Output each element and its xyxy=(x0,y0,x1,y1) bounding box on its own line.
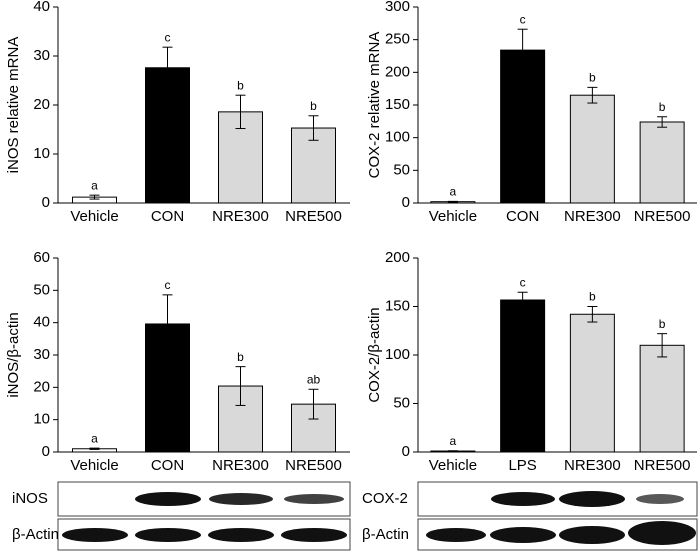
y-tick-label: 50 xyxy=(33,281,50,298)
y-tick-label: 20 xyxy=(33,378,50,395)
significance-label: c xyxy=(520,275,526,289)
blot-band xyxy=(426,528,486,542)
significance-label: a xyxy=(91,178,98,192)
y-axis-title: COX-2 relative mRNA xyxy=(366,32,383,179)
significance-label: b xyxy=(589,71,596,85)
blot-band xyxy=(490,527,556,543)
blot-band xyxy=(62,528,128,542)
significance-label: b xyxy=(310,99,317,113)
significance-label: b xyxy=(659,317,666,331)
y-axis-title: COX-2/β-actin xyxy=(366,307,383,402)
y-tick-label: 100 xyxy=(385,129,410,146)
y-tick-label: 40 xyxy=(33,0,50,15)
y-tick-label: 50 xyxy=(393,161,410,178)
significance-label: ab xyxy=(307,372,321,386)
blot-band xyxy=(135,528,201,542)
blot-band xyxy=(559,526,625,544)
x-tick-label: Vehicle xyxy=(70,208,118,225)
y-tick-label: 150 xyxy=(385,297,410,314)
significance-label: a xyxy=(450,434,457,448)
blot-band xyxy=(559,491,625,507)
y-tick-label: 0 xyxy=(402,443,410,460)
x-tick-label: NRE500 xyxy=(285,457,342,474)
y-tick-label: 50 xyxy=(393,394,410,411)
y-tick-label: 300 xyxy=(385,0,410,15)
significance-label: c xyxy=(165,30,171,44)
x-tick-label: NRE500 xyxy=(634,208,691,225)
x-tick-label: NRE300 xyxy=(212,208,269,225)
blot-label: β-Actin xyxy=(362,526,409,543)
x-tick-label: Vehicle xyxy=(429,457,477,474)
blot-band xyxy=(284,494,344,504)
x-tick-label: NRE300 xyxy=(564,208,621,225)
bar xyxy=(639,344,685,453)
significance-label: a xyxy=(450,185,457,199)
y-tick-label: 30 xyxy=(33,346,50,363)
y-tick-label: 150 xyxy=(385,96,410,113)
blot-band xyxy=(209,493,273,505)
blot-band xyxy=(135,492,201,506)
significance-label: b xyxy=(237,78,244,92)
x-tick-label: NRE500 xyxy=(285,208,342,225)
y-tick-label: 20 xyxy=(33,96,50,113)
blot-band xyxy=(208,528,274,542)
blot-panels: iNOS β-Actin COX-2 β-Actin xyxy=(12,481,698,551)
x-tick-label: NRE500 xyxy=(634,457,691,474)
bar xyxy=(569,313,615,453)
y-tick-label: 0 xyxy=(42,443,50,460)
y-tick-label: 40 xyxy=(33,314,50,331)
blot-label: β-Actin xyxy=(12,526,59,543)
x-tick-label: Vehicle xyxy=(70,457,118,474)
bar xyxy=(500,49,546,204)
y-tick-label: 10 xyxy=(33,145,50,162)
y-tick-label: 250 xyxy=(385,31,410,48)
x-tick-label: CON xyxy=(151,208,184,225)
blot-label: iNOS xyxy=(12,490,48,507)
blot-label: COX-2 xyxy=(362,490,408,507)
significance-label: b xyxy=(237,350,244,364)
y-tick-label: 10 xyxy=(33,411,50,428)
y-axis-title: iNOS/β-actin xyxy=(5,312,22,397)
x-tick-label: NRE300 xyxy=(564,457,621,474)
y-tick-label: 100 xyxy=(385,346,410,363)
y-axis-title: iNOS relative mRNA xyxy=(5,37,22,174)
significance-label: b xyxy=(589,290,596,304)
x-tick-label: NRE300 xyxy=(212,457,269,474)
y-tick-label: 60 xyxy=(33,249,50,266)
significance-label: a xyxy=(91,431,98,445)
y-tick-label: 200 xyxy=(385,249,410,266)
y-tick-label: 200 xyxy=(385,63,410,80)
x-tick-label: CON xyxy=(151,457,184,474)
blot-band xyxy=(491,492,555,506)
x-tick-label: LPS xyxy=(508,457,536,474)
y-tick-label: 0 xyxy=(402,194,410,211)
x-tick-label: CON xyxy=(506,208,539,225)
blot-band xyxy=(281,528,347,542)
significance-label: b xyxy=(659,100,666,114)
y-tick-label: 30 xyxy=(33,47,50,64)
blot-band xyxy=(628,521,696,545)
significance-label: c xyxy=(165,278,171,292)
bar xyxy=(500,299,546,453)
bar xyxy=(639,121,685,204)
bar xyxy=(145,67,190,204)
blot-band xyxy=(636,494,684,504)
x-tick-label: Vehicle xyxy=(429,208,477,225)
bar xyxy=(569,94,615,204)
significance-label: c xyxy=(520,12,526,26)
y-tick-label: 0 xyxy=(42,194,50,211)
